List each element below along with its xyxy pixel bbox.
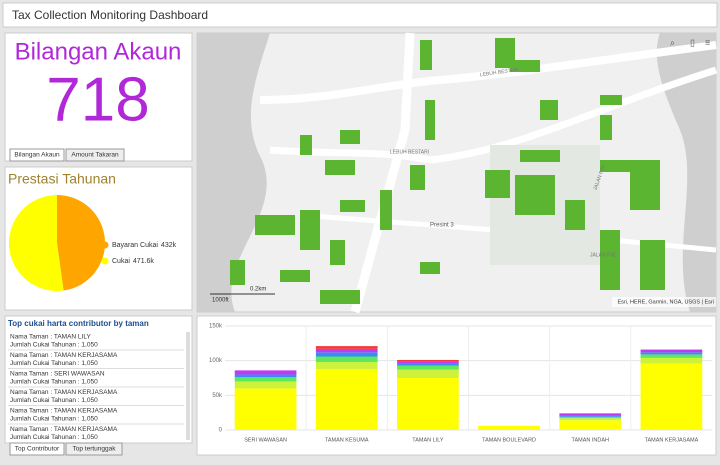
- list-item-text: Jumlah Cukai Tahunan : 1,050: [10, 379, 98, 386]
- bar-segment: [478, 425, 540, 430]
- bar-segment: [315, 362, 378, 369]
- bar-segment: [397, 363, 459, 366]
- map-bookmark-icon[interactable]: ▯: [690, 37, 695, 47]
- bar-segment: [640, 349, 703, 353]
- tab-label[interactable]: Top tertunggak: [72, 446, 116, 453]
- tab-label[interactable]: Top Contributor: [15, 446, 60, 453]
- legend-label: Bayaran Cukai: [112, 242, 158, 249]
- indicator-panel: [4, 32, 193, 162]
- bar-segment: [397, 369, 459, 378]
- tab-label[interactable]: Amount Takaran: [71, 152, 119, 159]
- legend-value: 432k: [161, 242, 177, 249]
- attribution: Esri, HERE, Garmin, NGA, USGS | Esri: [618, 299, 714, 305]
- bar-segment: [640, 363, 703, 430]
- legend-item: Cukai 471.6k: [112, 258, 154, 265]
- x-tick-label: TAMAN INDAH: [572, 437, 610, 443]
- x-tick-label: TAMAN KERJASAMA: [645, 437, 699, 443]
- y-tick-label: 0: [219, 428, 223, 434]
- pie: Bayaran Cukai 432k Cukai 471.6k: [8, 195, 177, 291]
- bar-segment: [315, 346, 378, 349]
- legend-value: 471.6k: [133, 258, 155, 265]
- bar-segment: [315, 356, 378, 363]
- indicator-value: 718: [46, 65, 149, 134]
- bar-segment: [234, 388, 297, 430]
- list-item-text: Nama Taman : SERI WAWASAN: [10, 371, 105, 378]
- road: [350, 32, 415, 314]
- header-title: Tax Collection Monitoring Dashboard: [12, 8, 208, 22]
- bar-segment: [315, 348, 378, 353]
- bar-segment: [397, 359, 459, 362]
- road: [269, 66, 718, 164]
- legend-label: Cukai: [112, 258, 130, 265]
- bar-segment: [397, 365, 459, 370]
- bar-segment: [234, 370, 297, 375]
- bar-segment: [559, 418, 622, 421]
- list-panel: [4, 315, 193, 444]
- list-item-text: Nama Taman : TAMAN KERJASAMA: [10, 426, 118, 433]
- list-item-text: Jumlah Cukai Tahunan : 1,050: [10, 397, 98, 404]
- list-item-text: Jumlah Cukai Tahunan : 1,050: [10, 342, 98, 349]
- pie-title: Prestasi Tahunan: [8, 171, 116, 187]
- list-title: Top cukai harta contributor by taman: [8, 319, 149, 328]
- tab[interactable]: [9, 148, 65, 162]
- map-label: LEBUH BESTARI: [480, 67, 520, 78]
- bar-segment: [640, 352, 703, 355]
- y-tick-label: 50k: [212, 393, 223, 399]
- scale-label: 0.2km: [250, 287, 266, 293]
- bar-segment: [559, 415, 622, 417]
- water: [656, 33, 716, 312]
- scrollbar[interactable]: [186, 332, 190, 440]
- map-label: Presint 3: [430, 223, 454, 229]
- pie-slice: [8, 195, 64, 291]
- bar-segment: [559, 420, 622, 430]
- header-bar: [2, 2, 718, 28]
- tab[interactable]: [65, 148, 125, 162]
- map-list-icon[interactable]: ≡: [705, 37, 710, 47]
- road: [259, 41, 717, 104]
- list-item-text: Nama Taman : TAMAN KERJASAMA: [10, 389, 118, 396]
- x-tick-label: TAMAN LILY: [412, 437, 444, 443]
- map-label: LEBUH BESTARI: [390, 149, 429, 155]
- y-tick-label: 150k: [209, 324, 223, 330]
- x-tick-label: SERI WAWASAN: [244, 437, 287, 443]
- bar-segment: [397, 361, 459, 364]
- bar-chart: 0 50k 100k 150k SERI WAWASAN TAMAN KESUMA TAMA…: [209, 324, 712, 443]
- legend-swatch: [101, 257, 109, 265]
- bar-segment: [640, 354, 703, 358]
- bar-segment: [397, 378, 459, 430]
- attribution-bg: [612, 297, 716, 307]
- map-search-icon[interactable]: ⌕: [670, 37, 675, 47]
- list-item-text: Nama Taman : TAMAN KERJASAMA: [10, 408, 118, 415]
- bar-segment: [559, 413, 622, 416]
- bar-segment: [559, 416, 622, 419]
- water: [197, 33, 270, 312]
- tab[interactable]: [65, 442, 123, 456]
- legend-item: Bayaran Cukai 432k: [112, 242, 177, 249]
- bar-segment: [640, 357, 703, 364]
- bar-segment: [315, 368, 378, 430]
- y-tick-label: 100k: [209, 358, 223, 364]
- bar-segment: [234, 381, 297, 389]
- list-item-text: Nama Taman : TAMAN LILY: [10, 334, 91, 341]
- list-item-text: Nama Taman : TAMAN KERJASAMA: [10, 352, 118, 359]
- list-item-text: Jumlah Cukai Tahunan : 1,050: [10, 434, 98, 441]
- x-tick-label: TAMAN KESUMA: [325, 437, 369, 443]
- bar-segment: [234, 374, 297, 378]
- indicator-title: Bilangan Akaun: [15, 38, 182, 65]
- tab-label[interactable]: Bilangan Akaun: [14, 152, 60, 159]
- list-item-text: Jumlah Cukai Tahunan : 1,050: [10, 416, 98, 423]
- legend-swatch: [101, 241, 109, 249]
- scale-label: 1000ft: [212, 298, 229, 304]
- bar-segment: [315, 352, 378, 357]
- x-tick-label: TAMAN BOULEVARD: [482, 437, 536, 443]
- pie-slice: [57, 195, 105, 291]
- bar-segment: [234, 377, 297, 382]
- list-item-text: Jumlah Cukai Tahunan : 1,050: [10, 360, 98, 367]
- tab[interactable]: [9, 442, 65, 456]
- buildings: [230, 38, 665, 304]
- map-label: JALAN P3E: [590, 252, 617, 258]
